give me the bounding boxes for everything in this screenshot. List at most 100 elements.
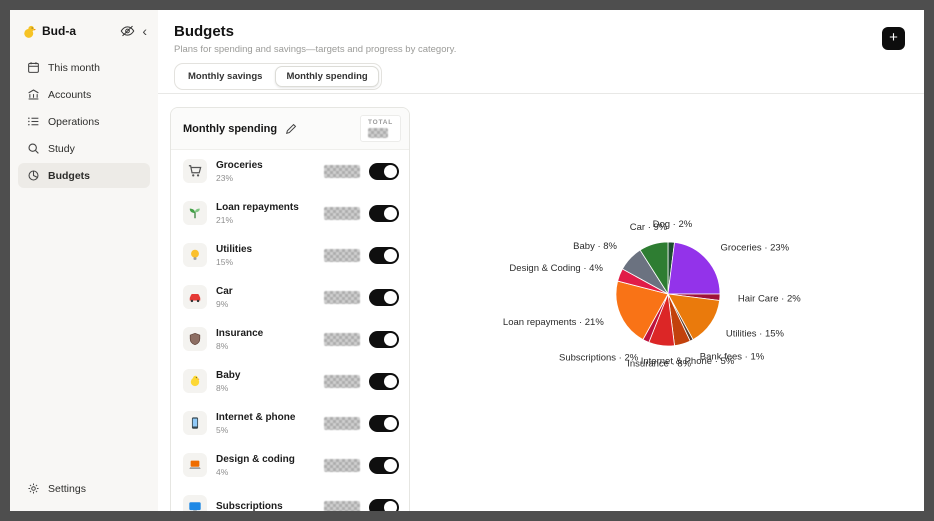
- cart-icon: [183, 159, 207, 183]
- budget-toggle[interactable]: [369, 330, 399, 348]
- sidebar-item-settings[interactable]: Settings: [18, 476, 150, 501]
- tab-monthly-savings[interactable]: Monthly savings: [177, 66, 273, 87]
- add-budget-button[interactable]: +: [882, 27, 905, 50]
- search-icon: [26, 142, 40, 155]
- category-name: Insurance: [216, 327, 264, 339]
- budget-row-subscriptions: Subscriptions: [171, 486, 409, 511]
- sidebar: Bud-a ‹ This month Accounts Operations Stud…: [10, 10, 159, 511]
- budget-row-loan-repayments: Loan repayments 21%: [171, 192, 409, 234]
- sidebar-item-study[interactable]: Study: [18, 136, 150, 161]
- budget-row-baby: Baby 8%: [171, 360, 409, 402]
- spending-pie-chart: Dog · 2% Groceries · 23% Hair Care · 2% Uti…: [458, 194, 878, 399]
- sidebar-item-label: This month: [48, 61, 100, 74]
- phone-icon: [183, 411, 207, 435]
- content-area: Monthly spending TOTAL Groceries 23% Loan …: [158, 94, 924, 511]
- sidebar-item-label: Operations: [48, 115, 100, 128]
- sidebar-item-operations[interactable]: Operations: [18, 109, 150, 134]
- budget-tabs: Monthly savings Monthly spending: [174, 63, 382, 90]
- budget-row-design-coding: Design & coding 4%: [171, 444, 409, 486]
- page-header: Budgets Plans for spending and savings—t…: [158, 10, 924, 94]
- category-name: Car: [216, 285, 233, 297]
- budget-row-internet-phone: Internet & phone 5%: [171, 402, 409, 444]
- pie-label-subscriptions: Subscriptions · 2%: [559, 352, 639, 363]
- budget-row-utilities: Utilities 15%: [171, 234, 409, 276]
- edit-icon[interactable]: [284, 122, 298, 136]
- hidden-amount: [324, 458, 360, 472]
- pie-label-bank-fees: Bank fees · 1%: [700, 351, 765, 362]
- screen-icon: [183, 495, 207, 511]
- pie-slice-utilities: [667, 293, 721, 341]
- category-percent: 8%: [216, 340, 229, 351]
- budget-toggle[interactable]: [369, 372, 399, 390]
- category-percent: 8%: [216, 382, 229, 393]
- hidden-amount: [324, 374, 360, 388]
- budget-toggle[interactable]: [369, 498, 399, 511]
- hidden-amount: [324, 164, 360, 178]
- app-window: Bud-a ‹ This month Accounts Operations Stud…: [10, 10, 924, 511]
- hidden-amount: [324, 500, 360, 511]
- sidebar-item-accounts[interactable]: Accounts: [18, 82, 150, 107]
- sidebar-nav: This month Accounts Operations Study Budgets: [10, 49, 158, 194]
- category-percent: 23%: [216, 172, 234, 183]
- sidebar-item-budgets[interactable]: Budgets: [18, 163, 150, 188]
- app-name: Bud-a: [42, 24, 76, 38]
- pie-label-dog: Dog · 2%: [653, 219, 693, 230]
- category-name: Loan repayments: [216, 201, 299, 213]
- pie-label-car: Car · 9%: [630, 222, 668, 233]
- page-subtitle: Plans for spending and savings—targets a…: [174, 44, 457, 55]
- sidebar-item-this-month[interactable]: This month: [18, 55, 150, 80]
- category-percent: 15%: [216, 256, 234, 267]
- budget-toggle[interactable]: [369, 204, 399, 222]
- duck-icon: [22, 24, 37, 39]
- category-name: Internet & phone: [216, 411, 296, 423]
- sidebar-footer: Settings: [10, 470, 158, 511]
- hidden-amount: [324, 248, 360, 262]
- car-icon: [183, 285, 207, 309]
- sidebar-item-label: Budgets: [48, 169, 90, 182]
- tab-monthly-spending[interactable]: Monthly spending: [275, 66, 379, 87]
- pie-label-design-coding: Design & Coding · 4%: [509, 263, 603, 274]
- pie-chart-svg: Dog · 2% Groceries · 23% Hair Care · 2% Uti…: [503, 219, 801, 369]
- total-column-header: TOTAL: [359, 115, 401, 142]
- pie-slice-car: [639, 241, 669, 296]
- monthly-spending-card: Monthly spending TOTAL Groceries 23% Loan …: [170, 107, 410, 511]
- category-name: Subscriptions: [216, 500, 283, 512]
- category-name: Groceries: [216, 159, 263, 171]
- hide-balances-icon[interactable]: [119, 24, 136, 38]
- hidden-amount: [324, 290, 360, 304]
- sidebar-item-label: Accounts: [48, 88, 92, 101]
- total-label: TOTAL: [367, 119, 393, 126]
- budget-toggle[interactable]: [369, 414, 399, 432]
- budget-toggle[interactable]: [369, 246, 399, 264]
- pie-icon: [26, 169, 40, 182]
- laptop-icon: [183, 453, 207, 477]
- budget-toggle[interactable]: [369, 162, 399, 180]
- budget-rows: Groceries 23% Loan repayments 21% Utilities 1…: [171, 150, 409, 511]
- seedling-icon: [183, 201, 207, 225]
- pie-label-utilities: Utilities · 15%: [726, 328, 785, 339]
- category-name: Design & coding: [216, 453, 295, 465]
- chick-icon: [183, 369, 207, 393]
- pie-slice-groceries: [667, 241, 721, 295]
- category-percent: 5%: [216, 424, 229, 435]
- budget-row-groceries: Groceries 23%: [171, 150, 409, 192]
- bulb-icon: [183, 243, 207, 267]
- pie-label-loan-repayments: Loan repayments · 21%: [503, 317, 604, 328]
- pie-slice-loan-repayments: [615, 280, 669, 341]
- category-percent: 21%: [216, 214, 234, 225]
- category-percent: 4%: [216, 466, 229, 477]
- sidebar-item-label: Study: [48, 142, 75, 155]
- bank-icon: [26, 88, 40, 101]
- card-header: Monthly spending TOTAL: [171, 108, 409, 150]
- hidden-amount: [324, 416, 360, 430]
- pie-label-insurance: Insurance · 8%: [627, 358, 691, 369]
- list-icon: [26, 115, 40, 128]
- category-percent: 9%: [216, 298, 229, 309]
- pie-label-internet-phone: Internet & Phone · 5%: [641, 356, 735, 367]
- sidebar-header: Bud-a ‹: [10, 10, 158, 49]
- budget-toggle[interactable]: [369, 288, 399, 306]
- collapse-sidebar-icon[interactable]: ‹: [142, 23, 147, 39]
- budget-toggle[interactable]: [369, 456, 399, 474]
- main-area: Budgets Plans for spending and savings—t…: [158, 10, 924, 511]
- budget-row-insurance: Insurance 8%: [171, 318, 409, 360]
